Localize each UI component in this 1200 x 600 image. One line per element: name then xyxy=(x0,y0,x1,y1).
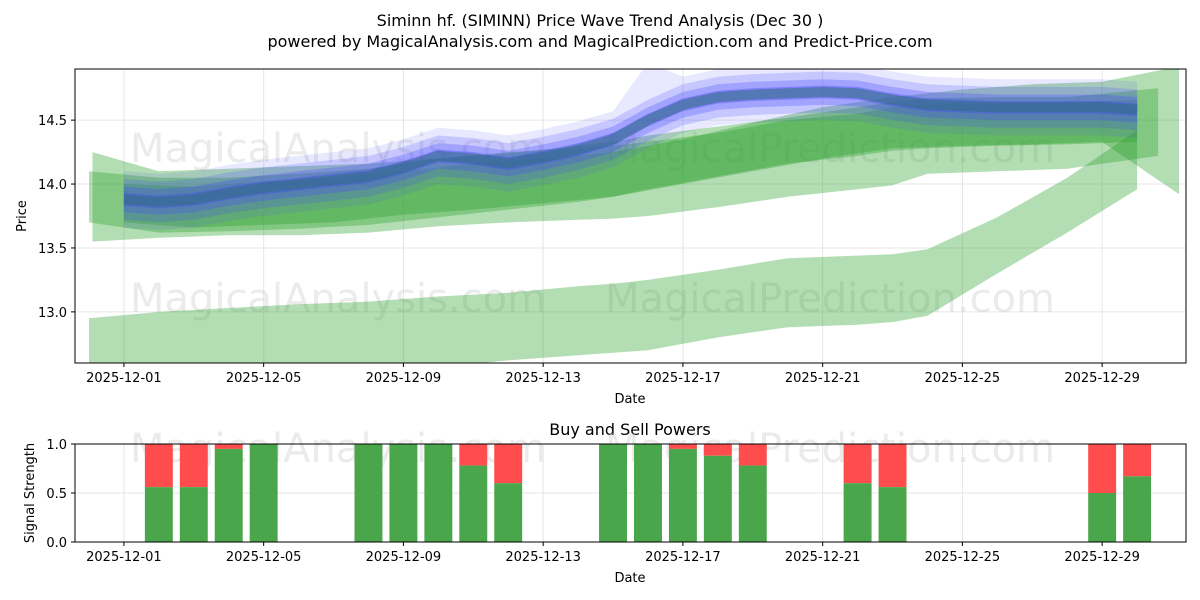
buy-bar xyxy=(668,448,697,542)
main-watermarks: MagicalAnalysis.com MagicalPrediction.co… xyxy=(130,126,1055,322)
main-y-tick-label: 14.0 xyxy=(38,178,67,193)
bars-y-tick-label: 1.0 xyxy=(46,438,67,453)
green-band-2 xyxy=(92,88,1159,242)
green-band-1 xyxy=(89,99,1138,233)
main-x-tick-label: 2025-12-09 xyxy=(366,371,442,386)
main-x-tick-label: 2025-12-13 xyxy=(505,371,581,386)
signal-bars xyxy=(144,444,1152,542)
buy-bar xyxy=(214,448,243,542)
bars-y-ticks: 0.0 0.5 1.0 xyxy=(46,438,75,551)
buy-bar xyxy=(494,483,523,542)
sell-bar xyxy=(843,444,872,484)
buy-bar xyxy=(843,483,872,542)
buy-bar xyxy=(249,444,278,542)
buy-bar xyxy=(1123,476,1152,542)
buy-bar xyxy=(179,487,208,542)
sell-bar xyxy=(494,444,523,484)
bars-x-tick-label: 2025-12-09 xyxy=(366,550,442,565)
buy-bar xyxy=(599,444,628,542)
main-x-tick-label: 2025-12-01 xyxy=(86,371,162,386)
watermark-analysis-1: MagicalAnalysis.com xyxy=(130,126,546,172)
green-wave-bands xyxy=(89,69,1179,363)
green-band-3 xyxy=(89,130,1138,363)
blue-band-1 xyxy=(123,69,1138,231)
main-y-tick-label: 13.0 xyxy=(38,306,67,321)
buy-bar xyxy=(459,465,488,542)
bars-x-tick-label: 2025-12-05 xyxy=(226,550,302,565)
sell-bar xyxy=(738,444,767,466)
bars-y-label: Signal Strength xyxy=(23,443,38,543)
bars-x-label: Date xyxy=(614,571,645,586)
buy-bar xyxy=(389,444,418,542)
bars-y-tick-label: 0.0 xyxy=(46,536,67,551)
blue-band-3 xyxy=(123,79,1138,215)
chart-title: Siminn hf. (SIMINN) Price Wave Trend Ana… xyxy=(377,11,824,30)
main-y-tick-label: 14.5 xyxy=(38,114,67,129)
sell-bar xyxy=(144,444,173,488)
watermark-prediction-1: MagicalPrediction.com xyxy=(605,126,1055,172)
sell-bar xyxy=(214,444,243,449)
green-band-4 xyxy=(123,69,1179,228)
bars-title: Buy and Sell Powers xyxy=(549,420,711,439)
main-y-label: Price xyxy=(15,200,30,232)
sell-bar xyxy=(1123,444,1152,477)
sell-bar xyxy=(878,444,907,488)
main-x-tick-label: 2025-12-29 xyxy=(1064,371,1140,386)
bars-x-tick-label: 2025-12-29 xyxy=(1064,550,1140,565)
bars-x-tick-label: 2025-12-21 xyxy=(785,550,861,565)
bars-x-tick-label: 2025-12-25 xyxy=(925,550,1001,565)
bars-x-tick-label: 2025-12-01 xyxy=(86,550,162,565)
watermark-analysis-2: MagicalAnalysis.com xyxy=(130,276,546,322)
buy-bar xyxy=(738,465,767,542)
bars-y-tick-label: 0.5 xyxy=(46,487,67,502)
main-x-tick-label: 2025-12-05 xyxy=(226,371,302,386)
main-x-tick-label: 2025-12-17 xyxy=(645,371,721,386)
chart-subtitle: powered by MagicalAnalysis.com and Magic… xyxy=(267,32,932,51)
sell-bar xyxy=(668,444,697,449)
sell-bar xyxy=(459,444,488,466)
teal-core-line xyxy=(123,87,1138,207)
main-x-tick-label: 2025-12-25 xyxy=(925,371,1001,386)
watermark-prediction-2: MagicalPrediction.com xyxy=(605,276,1055,322)
buy-bar xyxy=(878,487,907,542)
buy-bar xyxy=(424,444,453,542)
bars-x-tick-label: 2025-12-13 xyxy=(505,550,581,565)
price-wave-panel: MagicalAnalysis.com MagicalPrediction.co… xyxy=(15,68,1187,407)
main-x-label: Date xyxy=(614,392,645,407)
sell-bar xyxy=(1088,444,1117,493)
blue-band-2 xyxy=(123,71,1138,223)
bars-x-tick-label: 2025-12-17 xyxy=(645,550,721,565)
sell-bar xyxy=(179,444,208,488)
buy-sell-panel: Buy and Sell Powers MagicalAnalysis.com … xyxy=(23,420,1187,586)
main-axes-frame xyxy=(74,68,1187,364)
sell-bar xyxy=(703,444,732,456)
buy-bar xyxy=(1088,493,1117,542)
main-y-ticks: 13.0 13.5 14.0 14.5 xyxy=(38,114,75,321)
buy-bar xyxy=(354,444,383,542)
main-y-tick-label: 13.5 xyxy=(38,242,67,257)
main-x-ticks: 2025-12-01 2025-12-05 2025-12-09 2025-12-13… xyxy=(86,363,1140,386)
buy-bar xyxy=(144,487,173,542)
buy-bar xyxy=(633,444,662,542)
blue-wave-bands xyxy=(123,69,1138,231)
bars-x-ticks: 2025-12-01 2025-12-05 2025-12-09 2025-12-13… xyxy=(86,542,1140,565)
buy-bar xyxy=(703,455,732,542)
main-x-tick-label: 2025-12-21 xyxy=(785,371,861,386)
